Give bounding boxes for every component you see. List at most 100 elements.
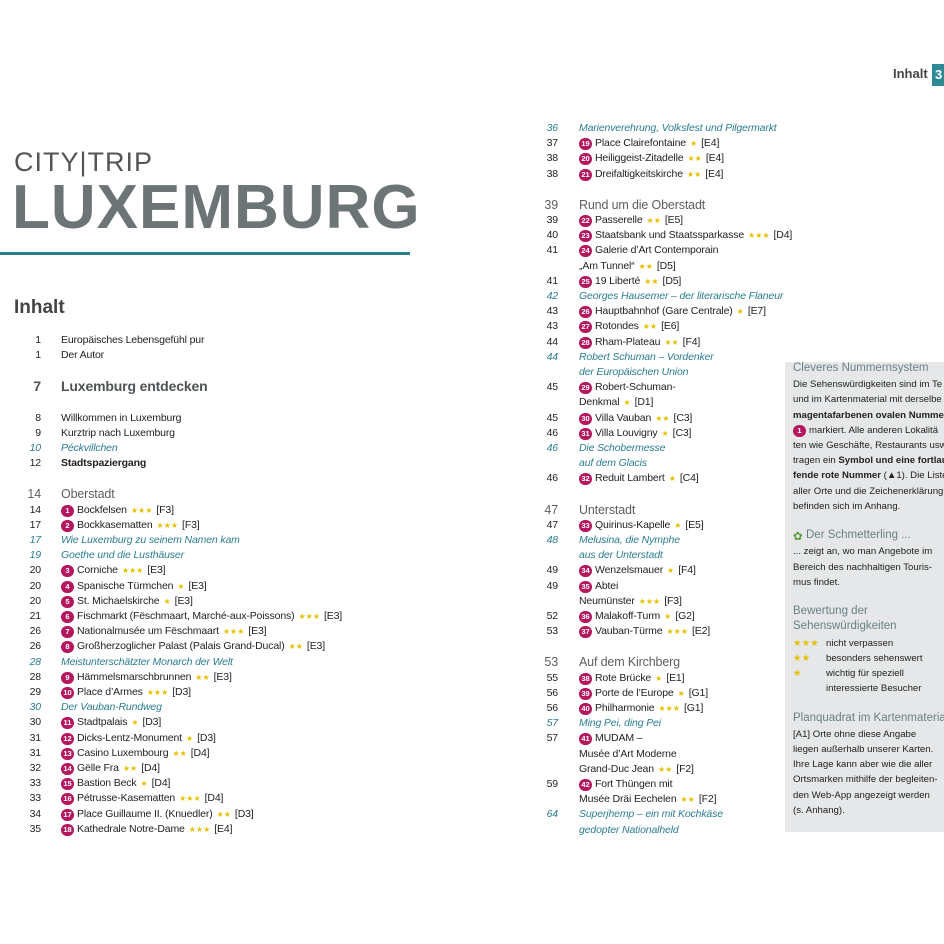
grid-ref: [C3] [673,411,693,424]
entry: 39 Porte de l’Europe ★ [G1] [579,686,708,701]
grid-ref: [F3] [664,594,682,607]
page-ref: 55 [546,671,559,684]
page-ref: 43 [546,320,559,333]
entry-text: gedopter Nationalheld [579,823,679,836]
entry-text: Musée d’Art Moderne [579,747,677,760]
page-ref: 49 [546,564,559,577]
entry: Musée d’Art Moderne [579,747,677,761]
entry: 4 Spanische Türmchen ★ [E3] [61,579,207,594]
page-ref: 64 [546,808,559,821]
entry: 5 St. Michaelskirche ★ [E3] [61,594,193,609]
rating: ★ [163,596,171,606]
entry: 35 Abtei [579,579,618,593]
entry: Denkmal ★ [D1] [579,395,653,410]
page-ref: 35 [29,822,42,835]
entry-text: Bastion Beck [77,777,137,790]
sidebar-line: den Web-App angezeigt werden [793,789,930,803]
sidebar-text: magentafarbenen ovalen Nummer [793,409,944,421]
sight-number: 11 [61,717,74,730]
page-ref: 9 [35,426,41,439]
entry: 33 Quirinus-Kapelle ★ [E5] [579,518,704,533]
entry-text: Hämmelsmarschbrunnen [77,670,192,683]
entry-text: Superjhemp – ein mit Kochkäse [579,808,723,821]
sidebar-text: Die Sehenswürdigkeiten sind im Te [793,379,943,391]
entry: Péckvillchen [61,441,118,455]
entry-text: Fischmarkt (Fëschmaart, Marché-aux-Poiss… [77,610,295,622]
sight-number: 38 [579,672,592,685]
sidebar-text: Ihre Lage kann aber wie die aller [793,759,933,771]
rating: ★★★ [179,794,201,804]
grid-ref: [E1] [666,671,685,684]
sidebar-text: Symbol und eine fortlau [838,455,944,467]
page-ref: 36 [546,122,559,134]
sidebar-text: Bereich des nachhaltigen Touris- [793,561,933,573]
rating-text: nicht verpassen [826,637,894,649]
grid-ref: [F3] [182,518,200,531]
grid-ref: [E6] [661,320,680,333]
rating: ★ [655,673,663,683]
entry: Rund um die Oberstadt [579,198,705,212]
entry: Ming Pei, ding Pei [579,716,661,730]
grid-ref: [D1] [634,396,654,409]
sight-number: 15 [61,778,74,791]
entry-text: Casino Luxembourg [77,746,169,759]
sidebar-text: Orte ohne diese Angabe [810,728,917,740]
entry: 24 Galerie d’Art Contemporain [579,243,718,258]
sight-number: 14 [61,763,74,775]
entry-text: Ming Pei, ding Pei [579,717,661,730]
sidebar-line: 1 markiert. Alle anderen Lokalitä [793,424,938,438]
sight-number: 2 [61,519,74,532]
page-ref: 31 [29,731,42,744]
rating: ★ [793,668,802,679]
page-ref: 1 [35,349,41,362]
page-ref: 7 [33,378,41,395]
sight-number: 10 [61,687,74,699]
sight-number: 21 [579,168,592,181]
entry-text: Dreifaltigkeitskirche [595,167,683,180]
grid-ref: [E5] [664,214,683,226]
rating: ★★ [638,261,653,271]
sidebar-text: liegen außerhalb unserer Karten. [793,744,934,755]
page-ref: 39 [544,197,558,212]
page-ref: 30 [29,701,42,714]
page-ref: 46 [546,472,559,485]
page-ref: 33 [29,792,42,805]
sidebar-line: ... zeigt an, wo man Angebote im [793,545,932,559]
page-ref: 29 [29,686,42,698]
entry: der Europäischen Union [579,365,689,379]
grid-ref: [E4] [705,152,724,165]
entry: 13 Casino Luxembourg ★★ [D4] [61,746,210,761]
entry: Der Vauban-Rundweg [61,700,162,714]
page-ref: 39 [546,214,559,226]
sight-number: 1 [61,504,74,517]
rating-text: wichtig für speziell [826,668,904,679]
page-ref: 57 [546,732,559,745]
entry-text: Bockfelsen [77,503,127,516]
entry-text: Die Schobermesse [579,442,666,454]
entry-text: St. Michaelskirche [77,594,160,607]
entry-text: Bockkasematten [77,518,153,531]
rating: ★★ [680,795,695,805]
page-ref: 52 [546,610,559,622]
grid-ref: [F4] [682,335,701,348]
rating: ★★★ [156,520,179,530]
rating: ★★ [642,322,658,332]
rating: ★★ [172,748,187,758]
entry-text: Robert-Schuman- [595,381,676,394]
page-ref: 57 [546,717,559,730]
sight-number: 34 [579,565,592,578]
entry: Neumünster ★★★ [F3] [579,594,682,609]
page-ref: 46 [546,442,559,454]
sidebar-text: fende rote Nummer [793,470,881,482]
sidebar-line: fende rote Nummer (▲1). Die Liste [793,469,944,483]
sight-number: 39 [579,687,592,700]
grid-ref: [D4] [204,792,224,805]
rating: ★ [177,581,185,591]
rating: ★ [131,718,139,728]
sidebar-text: aller Orte und die Zeichenerklärung [793,485,944,497]
entry: Luxemburg entdecken [61,379,208,393]
entry-text: Gëlle Fra [77,762,119,774]
entry-text: Denkmal [579,396,620,409]
sidebar-heading: Bewertung der [793,605,868,618]
rating: ★ [664,612,672,621]
